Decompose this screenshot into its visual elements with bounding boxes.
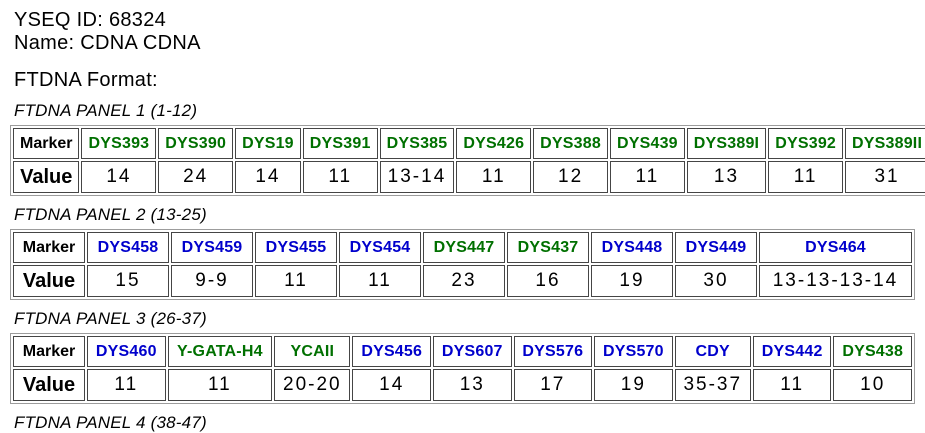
marker-header-row: Marker DYS460 Y-GATA-H4 YCAII DYS456 DYS607 DY…: [13, 336, 912, 367]
marker-name-cell: DYS437: [507, 232, 589, 263]
marker-name-cell: DYS447: [423, 232, 505, 263]
marker-name-cell: DYS388: [533, 128, 608, 159]
marker-name-cell: YCAII: [274, 336, 351, 367]
marker-value-row: Value 14 24 14 11 13-14 11 12 11 13 11 31: [13, 161, 925, 193]
marker-value-cell: 35-37: [674, 369, 751, 401]
marker-value-row: Value 11 11 20-20 14 13 17 19 35-37 11 10: [13, 369, 912, 401]
marker-value-cell: 15: [87, 265, 169, 297]
marker-value-cell: 24: [158, 161, 234, 193]
marker-value-row: Value 15 9-9 11 11 23 16 19 30 13-13-13-14: [13, 265, 912, 297]
marker-value-cell: 19: [591, 265, 673, 297]
marker-name-cell: DYS454: [339, 232, 421, 263]
marker-row-label: Marker: [13, 232, 85, 263]
marker-value-cell: 11: [456, 161, 532, 193]
marker-value-cell: 13: [686, 161, 767, 193]
panel-title: FTDNA PANEL 4 (38-47): [14, 413, 207, 432]
marker-name-cell: DYS458: [87, 232, 169, 263]
marker-name-cell: DYS393: [81, 128, 157, 159]
marker-header-row: Marker DYS393 DYS390 DYS19 DYS391 DYS385 DYS42…: [13, 128, 925, 159]
marker-value-cell: 17: [513, 369, 593, 401]
marker-name-cell: Y-GATA-H4: [167, 336, 273, 367]
panel-section: FTDNA PANEL 4 (38-47): [14, 413, 916, 433]
marker-value-cell: 14: [352, 369, 431, 401]
marker-row-label: Marker: [13, 336, 85, 367]
marker-name-cell: DYS389I: [686, 128, 767, 159]
marker-value-cell: 11: [768, 161, 844, 193]
marker-table: Marker DYS460 Y-GATA-H4 YCAII DYS456 DYS607 DY…: [10, 333, 915, 404]
marker-name-cell: DYS389II: [845, 128, 925, 159]
marker-value-cell: 13-14: [379, 161, 455, 193]
marker-name-cell: DYS392: [768, 128, 844, 159]
marker-name-cell: DYS448: [591, 232, 673, 263]
marker-name-cell: CDY: [674, 336, 751, 367]
marker-value-cell: 19: [594, 369, 673, 401]
marker-name-cell: DYS570: [594, 336, 673, 367]
marker-value-cell: 23: [423, 265, 505, 297]
marker-value-cell: 14: [235, 161, 301, 193]
marker-name-cell: DYS438: [833, 336, 912, 367]
marker-table: Marker DYS458 DYS459 DYS455 DYS454 DYS447 DYS4…: [10, 229, 915, 300]
panels-container: FTDNA PANEL 1 (1-12) Marker DYS393 DYS390 DY…: [10, 101, 925, 433]
marker-name-cell: DYS390: [158, 128, 234, 159]
marker-value-cell: 11: [339, 265, 421, 297]
panel-title: FTDNA PANEL 2 (13-25): [14, 205, 207, 224]
panel-title: FTDNA PANEL 3 (26-37): [14, 309, 207, 328]
yseq-id-line: YSEQ ID: 68324: [14, 9, 167, 31]
marker-value-cell: 9-9: [171, 265, 253, 297]
marker-value-cell: 11: [255, 265, 337, 297]
kit-name-line: Name: CDNA CDNA: [14, 32, 201, 54]
panel-section: FTDNA PANEL 1 (1-12) Marker DYS393 DYS390 DY…: [10, 101, 925, 196]
marker-name-cell: DYS391: [302, 128, 378, 159]
value-row-label: Value: [13, 161, 80, 193]
value-row-label: Value: [13, 265, 85, 297]
marker-name-cell: DYS464: [759, 232, 912, 263]
marker-name-cell: DYS576: [513, 336, 593, 367]
panel-section: FTDNA PANEL 2 (13-25) Marker DYS458 DYS459 D…: [10, 205, 916, 300]
marker-name-cell: DYS439: [609, 128, 685, 159]
marker-name-cell: DYS19: [235, 128, 301, 159]
marker-value-cell: 11: [752, 369, 832, 401]
marker-name-cell: DYS459: [171, 232, 253, 263]
marker-value-cell: 13-13-13-14: [759, 265, 912, 297]
marker-header-row: Marker DYS458 DYS459 DYS455 DYS454 DYS447 DYS4…: [13, 232, 912, 263]
marker-value-cell: 11: [87, 369, 166, 401]
marker-name-cell: DYS455: [255, 232, 337, 263]
marker-row-label: Marker: [13, 128, 80, 159]
value-row-label: Value: [13, 369, 85, 401]
marker-value-cell: 11: [302, 161, 378, 193]
marker-value-cell: 11: [609, 161, 685, 193]
marker-name-cell: DYS460: [87, 336, 166, 367]
marker-name-cell: DYS607: [432, 336, 512, 367]
marker-name-cell: DYS449: [675, 232, 757, 263]
format-heading: FTDNA Format:: [14, 69, 158, 91]
marker-value-cell: 10: [833, 369, 912, 401]
marker-name-cell: DYS385: [379, 128, 455, 159]
marker-value-cell: 14: [81, 161, 157, 193]
marker-value-cell: 20-20: [274, 369, 351, 401]
panel-section: FTDNA PANEL 3 (26-37) Marker DYS460 Y-GATA-…: [10, 309, 916, 404]
marker-value-cell: 31: [845, 161, 925, 193]
panel-title: FTDNA PANEL 1 (1-12): [14, 101, 198, 120]
marker-table: Marker DYS393 DYS390 DYS19 DYS391 DYS385 DYS42…: [10, 125, 925, 196]
marker-value-cell: 16: [507, 265, 589, 297]
marker-value-cell: 13: [432, 369, 512, 401]
marker-name-cell: DYS426: [456, 128, 532, 159]
marker-value-cell: 12: [533, 161, 608, 193]
marker-name-cell: DYS456: [352, 336, 431, 367]
marker-name-cell: DYS442: [752, 336, 832, 367]
marker-value-cell: 11: [167, 369, 273, 401]
marker-value-cell: 30: [675, 265, 757, 297]
